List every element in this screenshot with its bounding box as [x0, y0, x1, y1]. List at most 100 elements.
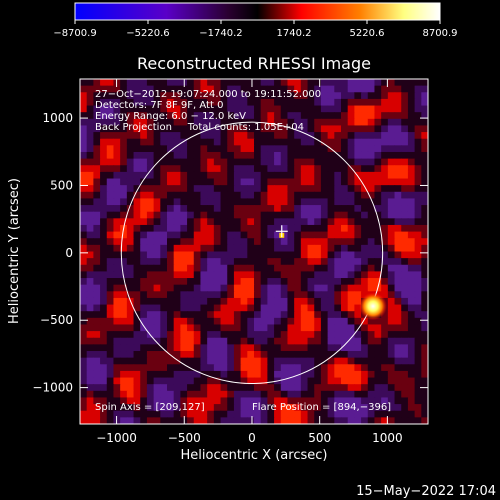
heatmap-cell — [314, 211, 322, 219]
heatmap-cell — [267, 331, 275, 339]
heatmap-cell — [414, 238, 422, 246]
heatmap-cell — [407, 224, 416, 233]
heatmap-cell — [327, 404, 335, 412]
heatmap-cell — [320, 205, 329, 213]
heatmap-cell — [126, 151, 135, 160]
heatmap-cell — [414, 185, 422, 193]
heatmap-cell — [294, 171, 302, 180]
heatmap-cell — [153, 284, 161, 292]
heatmap-cell — [93, 238, 101, 246]
heatmap-cell — [113, 291, 121, 299]
heatmap-cell — [347, 304, 355, 312]
heatmap-cell — [213, 404, 222, 412]
heatmap-cell — [341, 118, 349, 127]
heatmap-cell — [367, 145, 376, 153]
heatmap-cell — [180, 377, 188, 385]
heatmap-cell — [320, 251, 329, 259]
heatmap-cell — [180, 297, 188, 306]
heatmap-cell — [347, 331, 355, 339]
heatmap-cell — [414, 404, 422, 412]
heatmap-cell — [220, 364, 228, 372]
heatmap-cell — [260, 185, 268, 193]
heatmap-cell — [233, 278, 242, 286]
heatmap-cell — [414, 165, 422, 173]
heatmap-cell — [267, 218, 275, 226]
heatmap-cell — [120, 145, 128, 153]
heatmap-cell — [314, 151, 322, 160]
heatmap-cell — [106, 278, 115, 286]
heatmap-cell — [153, 218, 161, 226]
heatmap-cell — [307, 370, 315, 379]
heatmap-cell — [260, 205, 268, 213]
heatmap-cell — [320, 85, 329, 93]
heatmap-cell — [106, 224, 115, 233]
heatmap-cell — [421, 105, 428, 113]
heatmap-cell — [381, 377, 389, 385]
x-axis-label: Heliocentric X (arcsec) — [181, 448, 328, 463]
heatmap-cell — [267, 151, 275, 160]
heatmap-cell — [93, 178, 101, 186]
heatmap-cell — [233, 417, 242, 424]
heatmap-cell — [341, 364, 349, 372]
heatmap-cell — [120, 244, 128, 253]
heatmap-cell — [394, 138, 402, 146]
heatmap-cell — [213, 178, 222, 186]
heatmap-cell — [260, 397, 268, 405]
heatmap-cell — [354, 271, 362, 279]
heatmap-cell — [274, 105, 282, 113]
heatmap-cell — [407, 138, 416, 146]
heatmap-cell — [227, 165, 235, 173]
heatmap-cell — [146, 125, 155, 133]
heatmap-cell — [407, 198, 416, 206]
heatmap-cell — [414, 284, 422, 292]
heatmap-cell — [133, 284, 141, 292]
heatmap-cell — [133, 125, 141, 133]
heatmap-cell — [320, 284, 329, 292]
heatmap-cell — [300, 198, 309, 206]
heatmap-cell — [354, 337, 362, 345]
heatmap-cell — [173, 251, 181, 259]
heatmap-cell — [401, 344, 409, 352]
heatmap-cell — [320, 291, 329, 299]
heatmap-cell — [213, 191, 222, 200]
heatmap-cell — [347, 92, 355, 100]
heatmap-cell — [367, 231, 376, 239]
heatmap-cell — [173, 138, 181, 146]
heatmap-cell — [267, 304, 275, 312]
heatmap-cell — [260, 384, 268, 392]
heatmap-cell — [113, 224, 121, 233]
heatmap-cell — [207, 224, 215, 233]
heatmap-cell — [220, 158, 228, 166]
heatmap-cell — [354, 278, 362, 286]
heatmap-cell — [213, 171, 222, 180]
heatmap-cell — [354, 98, 362, 107]
heatmap-cell — [187, 118, 195, 127]
heatmap-cell — [80, 178, 88, 186]
heatmap-cell — [254, 92, 262, 100]
heatmap-cell — [106, 397, 115, 405]
heatmap-cell — [86, 311, 94, 319]
heatmap-cell — [240, 224, 248, 233]
heatmap-cell — [294, 397, 302, 405]
heatmap-cell — [320, 377, 329, 385]
heatmap-cell — [267, 337, 275, 345]
heatmap-cell — [167, 304, 175, 312]
heatmap-cell — [80, 390, 88, 399]
heatmap-cell — [140, 79, 148, 87]
info-block: 27−Oct−2012 19:07:24.000 to 19:11:52.000… — [95, 89, 321, 133]
heatmap-cell — [300, 304, 309, 312]
heatmap-cell — [207, 145, 215, 153]
heatmap-cell — [80, 357, 88, 365]
heatmap-cell — [106, 158, 115, 166]
heatmap-cell — [361, 158, 369, 166]
info-energy-range: Energy Range: 6.0 − 12.0 keV — [95, 111, 246, 122]
heatmap-cell — [160, 377, 168, 385]
heatmap-cell — [341, 178, 349, 186]
heatmap-cell — [207, 118, 215, 127]
heatmap-cell — [320, 271, 329, 279]
heatmap-cell — [401, 238, 409, 246]
heatmap-cell — [247, 145, 255, 153]
heatmap-cell — [86, 238, 94, 246]
heatmap-cell — [327, 278, 335, 286]
heatmap-cell — [247, 417, 255, 424]
